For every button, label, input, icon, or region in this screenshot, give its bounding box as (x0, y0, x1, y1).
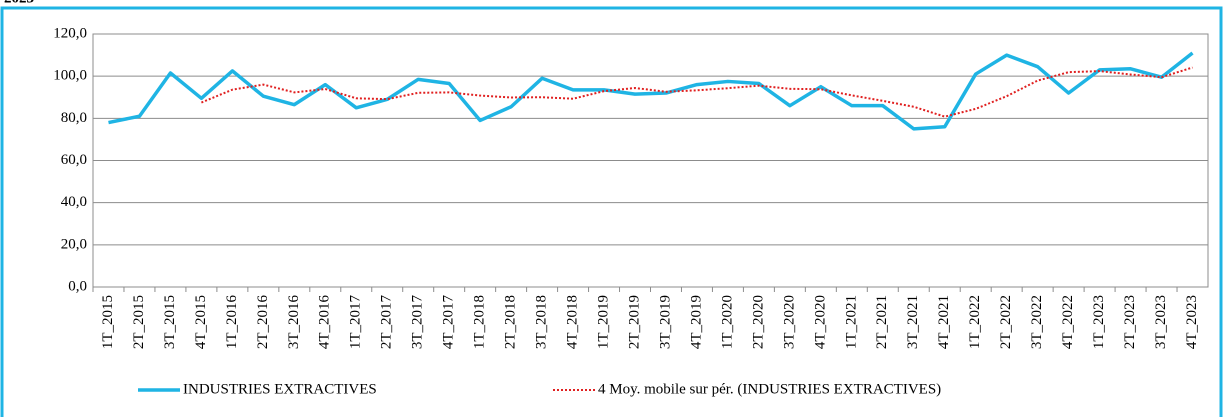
frame (0, 6, 1223, 417)
legend-label: 4 Moy. mobile sur pér. (INDUSTRIES EXTRA… (598, 381, 941, 397)
x-tick-label: 1T_2018 (472, 295, 488, 349)
x-tick-label: 1T_2015 (100, 295, 116, 349)
x-tick-label: 2T_2018 (503, 295, 519, 349)
x-tick-label: 2T_2017 (379, 295, 395, 350)
x-tick-label: 1T_2021 (843, 295, 859, 349)
y-tick-label: 0,0 (68, 278, 87, 294)
x-tick-label: 4T_2016 (317, 295, 333, 350)
x-tick-label: 3T_2020 (781, 295, 797, 349)
y-tick-label: 20,0 (61, 236, 87, 252)
x-tick-label: 3T_2023 (1153, 295, 1169, 349)
x-tick-label: 2T_2023 (1122, 295, 1138, 349)
x-tick-label: 1T_2020 (719, 295, 735, 349)
x-tick-label: 3T_2021 (905, 295, 921, 349)
x-tick-label: 1T_2019 (595, 295, 611, 349)
x-tick-label: 4T_2020 (812, 295, 828, 349)
x-tick-label: 4T_2021 (936, 295, 952, 349)
x-tick-label: 4T_2017 (441, 295, 457, 350)
x-tick-label: 3T_2022 (1029, 295, 1045, 349)
x-tick-label: 4T_2023 (1184, 295, 1200, 349)
x-tick-label: 2T_2015 (131, 295, 147, 349)
x-tick-label: 4T_2018 (565, 295, 581, 349)
x-tick-label: 2T_2021 (874, 295, 890, 349)
x-tick-label: 1T_2016 (224, 295, 240, 350)
legend-label: INDUSTRIES EXTRACTIVES (183, 381, 377, 397)
x-tick-label: 2T_2016 (255, 295, 271, 350)
x-tick-label: 4T_2019 (688, 295, 704, 349)
x-tick-label: 3T_2015 (162, 295, 178, 349)
y-tick-label: 80,0 (61, 110, 87, 126)
x-tick-label: 4T_2022 (1060, 295, 1076, 349)
x-tick-label: 1T_2022 (967, 295, 983, 349)
y-tick-label: 40,0 (61, 194, 87, 210)
x-tick-label: 2T_2022 (998, 295, 1014, 349)
y-tick-label: 120,0 (53, 25, 87, 41)
x-tick-label: 2T_2020 (750, 295, 766, 349)
x-tick-label: 1T_2023 (1091, 295, 1107, 349)
caption: 2023 (4, 0, 34, 6)
x-tick-label: 3T_2018 (534, 295, 550, 349)
y-tick-label: 100,0 (53, 68, 87, 84)
series-line (108, 51, 1194, 131)
x-tick-label: 2T_2019 (626, 295, 642, 349)
x-tick-label: 3T_2019 (657, 295, 673, 349)
x-tick-label: 4T_2015 (193, 295, 209, 349)
x-tick-label: 3T_2016 (286, 295, 302, 350)
series-line (201, 66, 1193, 118)
y-tick-label: 60,0 (61, 152, 87, 168)
x-tick-label: 1T_2017 (348, 295, 364, 350)
x-tick-label: 3T_2017 (410, 295, 426, 350)
